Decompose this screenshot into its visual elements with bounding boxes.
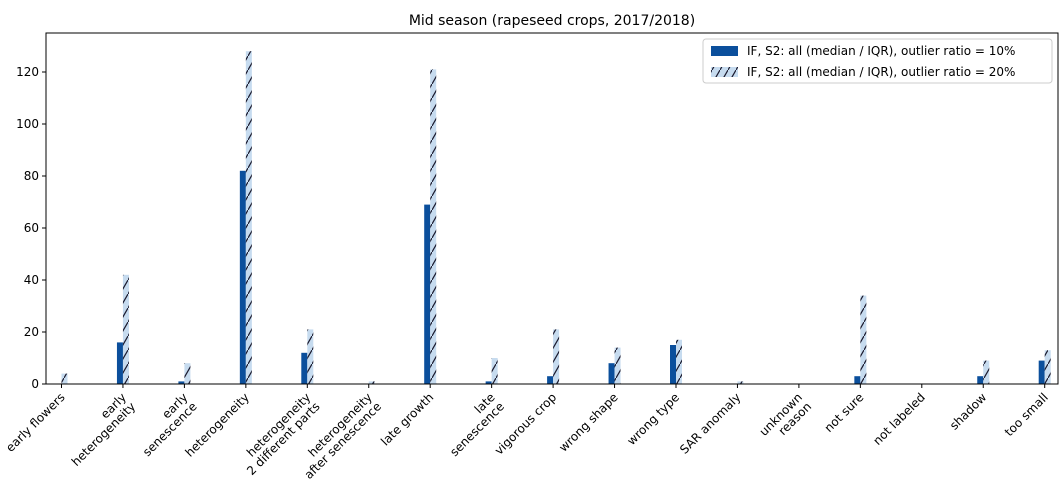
plot-frame: [45, 32, 1059, 385]
x-tick-label: vigorous crop: [492, 390, 559, 457]
bar: [430, 69, 437, 385]
x-tick-label: SAR anomaly: [677, 390, 743, 456]
y-tick-label: 100: [16, 117, 39, 131]
x-tick-label: earlyheterogeneity: [60, 390, 139, 469]
y-tick-label: 40: [24, 273, 39, 287]
bar: [485, 381, 492, 384]
bar: [1038, 360, 1045, 384]
x-tick-label: not sure: [822, 390, 867, 435]
x-tick-label: wrong shape: [556, 390, 620, 454]
bar: [860, 295, 867, 384]
bar: [239, 170, 246, 384]
bar: [737, 381, 744, 384]
x-tick-label: unknownreason: [757, 390, 815, 448]
bar: [491, 358, 498, 384]
x-tick-label: not labeled: [870, 390, 928, 448]
bar: [368, 381, 375, 384]
bar: [122, 274, 129, 384]
bar: [245, 51, 252, 384]
bar: [547, 376, 554, 384]
x-tick-label: shadow: [947, 390, 990, 433]
bar: [178, 381, 185, 384]
legend-swatch: [711, 67, 738, 77]
y-tick-label: 80: [24, 169, 39, 183]
y-tick-label: 120: [16, 65, 39, 79]
bar: [424, 204, 431, 384]
legend-label: IF, S2: all (median / IQR), outlier rati…: [747, 65, 1015, 79]
x-tick-label: early flowers: [3, 390, 67, 454]
x-tick-label: too small: [1002, 390, 1051, 439]
y-tick-label: 60: [24, 221, 39, 235]
bar: [307, 329, 314, 384]
bar: [608, 363, 615, 384]
bar: [184, 363, 191, 384]
y-tick-label: 20: [24, 325, 39, 339]
bar: [1044, 350, 1051, 384]
y-tick-label: 0: [31, 377, 39, 391]
chart-title: Mid season (rapeseed crops, 2017/2018): [409, 13, 695, 29]
bar: [983, 360, 990, 384]
bar: [614, 347, 621, 384]
legend-swatch: [711, 46, 738, 56]
bar: [977, 376, 984, 384]
x-tick-label: late growth: [378, 390, 436, 448]
legend-label: IF, S2: all (median / IQR), outlier rati…: [747, 44, 1015, 58]
x-tick-label: wrong type: [624, 390, 682, 448]
x-tick-label: heterogeneity: [183, 390, 252, 459]
bar: [553, 329, 560, 384]
legend-box: [702, 38, 1053, 84]
bar: [854, 376, 861, 384]
bar: [670, 345, 676, 384]
bar: [301, 352, 308, 384]
bar: [116, 342, 123, 384]
bar: [676, 339, 682, 384]
bar: [61, 373, 68, 384]
